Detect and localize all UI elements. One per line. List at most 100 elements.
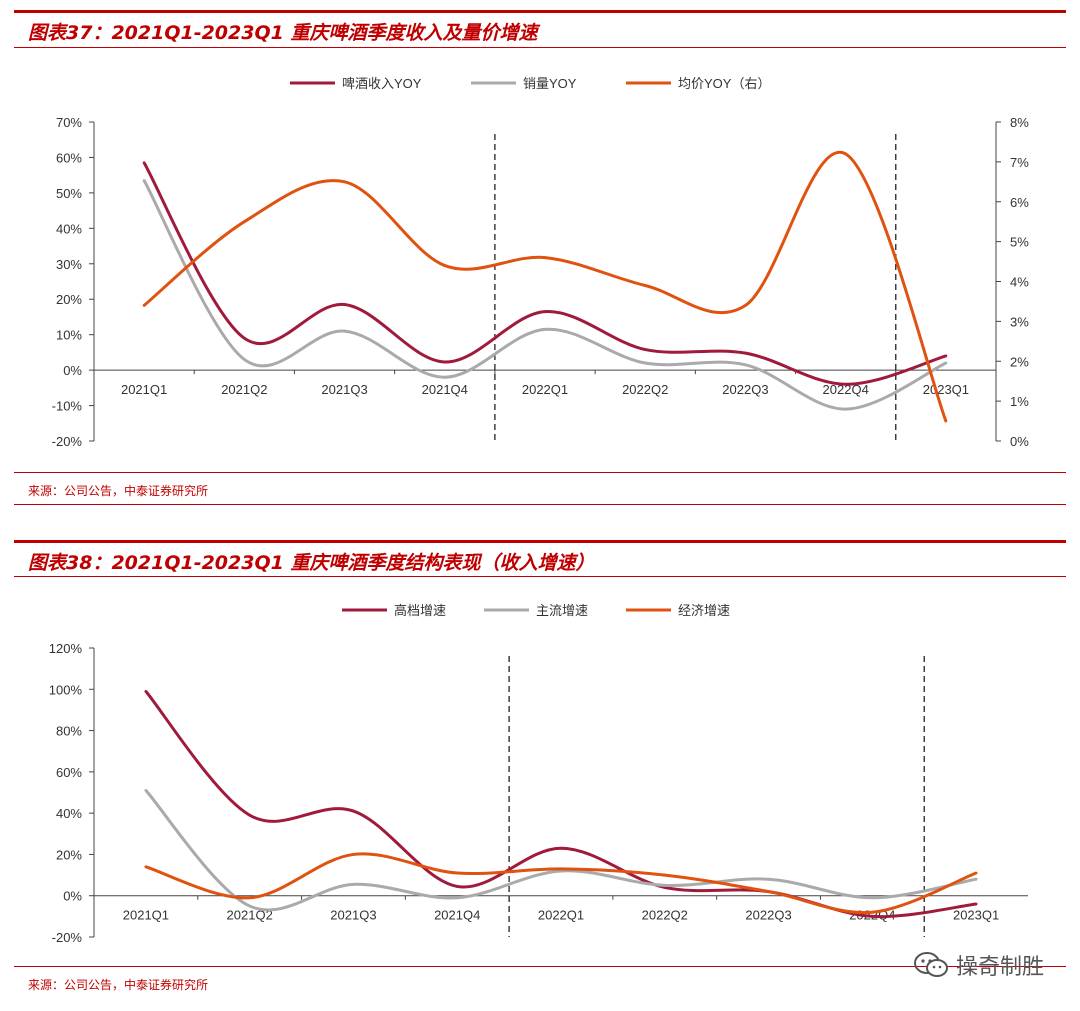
chart37-series-1-point-8 (944, 361, 948, 365)
chart37-series-1-point-0 (142, 179, 146, 182)
chart37-y-left-tick-7: 0% (63, 363, 82, 378)
wechat-icon (913, 952, 948, 977)
chart-37: 啤酒收入YOY 销量YOY 均价YOY（右） 70% 60% 50% 40% 30% 20% 10… (52, 76, 1030, 449)
chart38-series-1-point-5 (663, 883, 667, 887)
chart37-series-1-point-1 (242, 358, 246, 361)
chart37-y-right-tick-4: 4% (1010, 275, 1029, 290)
chart37-series-0-point-8 (944, 354, 948, 358)
chart38-series-1-point-3 (455, 896, 459, 900)
chart37-x-tick-5: 2022Q2 (622, 382, 668, 397)
chart37-x-tick-7: 2022Q4 (823, 382, 869, 397)
chart37-series-0-point-1 (242, 336, 246, 340)
chart38-series-line-1 (144, 789, 977, 912)
fig37-source: 来源：公司公告，中泰证券研究所 (28, 484, 209, 498)
chart38-legend-label-1: 主流增速 (536, 603, 588, 618)
chart37-series-2-point-4 (543, 256, 547, 259)
chart37-series-0-point-0 (142, 161, 146, 165)
chart38-series-2-point-0 (144, 865, 148, 869)
chart38-series-1-point-6 (767, 877, 770, 881)
fig37-title: 图表37：2021Q1-2023Q1 重庆啤酒季度收入及量价增速 (28, 22, 538, 44)
chart-38: 高档增速 主流增速 经济增速 120% 100% 80% 60% 40% 20% 0% -20% 20… (49, 603, 1028, 945)
chart37-y-left-tick-5: 20% (56, 292, 82, 307)
chart37-y-right-tick-6: 2% (1010, 354, 1029, 369)
chart37-x-tick-2: 2021Q3 (321, 382, 367, 397)
chart38-series-line-2 (145, 852, 977, 915)
fig38-title-rule (14, 576, 1066, 577)
chart38-series-0-point-1 (248, 813, 252, 817)
chart37-series-1-point-4 (543, 327, 547, 331)
chart38-x-tick-0: 2021Q1 (123, 908, 169, 923)
chart38-y-left-tick-7: -20% (52, 930, 83, 945)
fig37-title-rule (14, 47, 1066, 48)
fig38-title: 图表38：2021Q1-2023Q1 重庆啤酒季度结构表现（收入增速） (28, 552, 595, 574)
chart38-x-tick-2: 2021Q3 (330, 908, 376, 923)
watermark: 操奇制胜 (913, 949, 1044, 981)
chart37-series-line-1 (142, 179, 947, 411)
chart38-legend-label-0: 高档增速 (394, 603, 446, 618)
chart38-series-2-point-1 (248, 896, 252, 900)
chart37-y-right-tick-8: 0% (1010, 434, 1029, 449)
chart37-legend-label-0: 啤酒收入YOY (342, 76, 422, 91)
chart38-y-left-tick-3: 60% (56, 765, 82, 780)
fig37-source-rule (14, 472, 1066, 473)
chart37-y-right-tick-5: 3% (1010, 314, 1029, 329)
chart37-series-0-point-4 (543, 310, 547, 314)
chart37-series-2-point-5 (643, 284, 647, 287)
chart37-series-1-point-6 (744, 363, 747, 367)
chart37-y-left-tick-6: 10% (56, 328, 82, 343)
chart37-legend-label-1: 销量YOY (523, 76, 577, 91)
chart37-y-right-tick-1: 7% (1010, 155, 1029, 170)
chart37-series-1-point-5 (643, 361, 647, 365)
chart37-y-left-tick-3: 40% (56, 221, 82, 236)
chart38-series-2-point-4 (559, 867, 563, 871)
chart37-series-0-point-3 (443, 360, 447, 364)
chart37-series-2-point-7 (844, 152, 848, 156)
chart37-series-1-point-3 (443, 375, 447, 379)
chart37-series-line-0 (142, 162, 947, 386)
chart38-series-2-point-8 (974, 871, 978, 875)
chart38-series-1-point-2 (352, 882, 355, 886)
chart37-x-tick-0: 2021Q1 (121, 382, 167, 397)
chart38-series-0-point-8 (974, 902, 978, 906)
chart38-series-2-point-2 (352, 853, 355, 856)
chart37-series-2-point-3 (443, 264, 447, 267)
chart37-y-left-tick-9: -20% (52, 434, 83, 449)
chart38-series-0-point-4 (559, 846, 563, 850)
chart38-x-tick-4: 2022Q1 (538, 908, 584, 923)
chart37-y-left-tick-2: 50% (56, 186, 82, 201)
chart37-x-tick-8: 2023Q1 (923, 382, 969, 397)
chart37-y-left-tick-4: 30% (56, 257, 82, 272)
chart37-series-2-point-8 (944, 419, 948, 423)
chart37-legend-label-2: 均价YOY（右） (678, 76, 770, 91)
fig37-bottom-rule (14, 504, 1066, 505)
chart37-series-2-point-1 (242, 220, 246, 224)
chart38-x-tick-3: 2021Q4 (434, 908, 480, 923)
chart38-y-left-tick-4: 40% (56, 806, 82, 821)
chart38-series-0-point-7 (870, 914, 874, 918)
fig38-top-rule (14, 540, 1066, 543)
chart37-y-left-tick-8: -10% (52, 399, 83, 414)
chart37-y-right-tick-3: 5% (1010, 235, 1029, 250)
chart37-series-1-point-2 (343, 329, 346, 333)
chart37-x-tick-3: 2021Q4 (422, 382, 468, 397)
chart38-series-2-point-3 (455, 871, 459, 875)
chart38-series-2-point-7 (870, 910, 874, 914)
chart38-y-left-tick-2: 80% (56, 724, 82, 739)
chart38-y-left-tick-5: 20% (56, 847, 82, 862)
chart37-x-tick-6: 2022Q3 (722, 382, 768, 397)
chart38-series-1-point-7 (870, 896, 874, 900)
chart37-series-0-point-6 (744, 351, 747, 355)
chart38-series-1-point-0 (144, 789, 148, 792)
chart38-series-1-point-8 (974, 877, 978, 881)
chart38-series-0-point-2 (352, 809, 355, 813)
chart37-y-left-tick-1: 60% (56, 150, 82, 165)
chart37-y-right-tick-2: 6% (1010, 195, 1029, 210)
chart38-series-0-point-3 (455, 885, 459, 888)
fig37-top-rule (14, 10, 1066, 13)
chart37-y-right-tick-7: 1% (1010, 394, 1029, 409)
chart38-x-tick-5: 2022Q2 (642, 908, 688, 923)
chart37-series-0-point-2 (343, 303, 346, 306)
chart37-y-left-tick-0: 70% (56, 115, 82, 130)
chart38-series-2-point-6 (767, 890, 770, 893)
chart37-series-2-point-6 (744, 304, 747, 307)
